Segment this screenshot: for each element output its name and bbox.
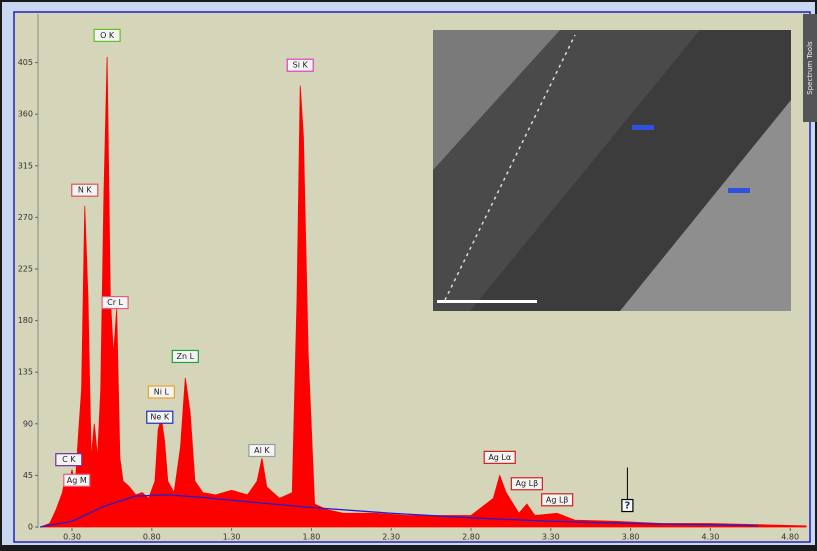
- page: 0 45 90 135 180 225 270 315 360 405 0.30 0.80 1.30 1.…: [0, 0, 817, 547]
- peak-label: Al K: [249, 444, 275, 456]
- peak-label: O K: [94, 29, 120, 41]
- x-tick-label: 0.30: [63, 533, 81, 542]
- peak-label-text: Ag Lα: [488, 453, 511, 462]
- peak-label-text: Al K: [254, 446, 270, 455]
- peak-label-text: Cr L: [107, 298, 123, 307]
- x-tick-label: 2.30: [382, 533, 400, 542]
- peak-label-text: Zn L: [177, 352, 195, 361]
- x-tick-label: 4.80: [781, 533, 799, 542]
- y-tick-label: 90: [23, 419, 33, 428]
- peak-label: Ag M: [64, 474, 90, 486]
- x-tick-label: 1.80: [302, 533, 320, 542]
- peak-label: Ni L: [148, 386, 174, 398]
- peak-label: Ne K: [147, 411, 173, 423]
- y-tick-label: 45: [23, 471, 33, 480]
- peak-label-text: ?: [625, 501, 631, 512]
- peak-label: Ag Lβ: [542, 494, 573, 506]
- sem-image: [433, 30, 791, 311]
- peak-label: N K: [72, 184, 98, 196]
- peak-label-text: Si K: [293, 61, 309, 70]
- peak-label-text: Ne K: [150, 413, 169, 422]
- side-tab-label[interactable]: Spectrum Tools: [806, 41, 814, 95]
- y-tick-label: 405: [18, 58, 33, 67]
- peak-label: Si K: [287, 59, 313, 71]
- peak-label-text: O K: [100, 31, 115, 40]
- y-tick-label: 360: [18, 110, 33, 119]
- y-tick-label: 135: [18, 368, 33, 377]
- peak-label-text: Ag Lβ: [546, 495, 569, 504]
- peak-label: Zn L: [172, 350, 198, 362]
- peak-label-text: Ag M: [67, 476, 87, 485]
- x-tick-label: 2.80: [462, 533, 480, 542]
- chart: 0 45 90 135 180 225 270 315 360 405 0.30 0.80 1.30 1.…: [0, 0, 817, 547]
- peak-label: Cr L: [102, 297, 128, 309]
- peak-label: Ag Lα: [484, 451, 515, 463]
- peak-label-text: Ni L: [154, 388, 170, 397]
- peak-label: Ag Lβ: [511, 478, 542, 490]
- y-tick-label: 270: [18, 213, 33, 222]
- x-tick-label: 3.30: [542, 533, 560, 542]
- y-tick-label: 0: [28, 523, 33, 532]
- peak-label-text: Ag Lβ: [516, 479, 539, 488]
- sem-scale-bar: [437, 300, 537, 303]
- sem-marker: [728, 188, 750, 193]
- y-tick-label: 315: [18, 161, 33, 170]
- x-tick-label: 4.30: [701, 533, 719, 542]
- x-tick-label: 1.30: [223, 533, 241, 542]
- x-tick-label: 3.80: [622, 533, 640, 542]
- y-tick-label: 180: [18, 316, 33, 325]
- peak-label: C K: [56, 454, 82, 466]
- peak-label-text: C K: [62, 455, 76, 464]
- x-tick-label: 0.80: [143, 533, 161, 542]
- y-tick-label: 225: [18, 265, 33, 274]
- peak-label-text: N K: [78, 186, 93, 195]
- sem-marker: [632, 125, 654, 130]
